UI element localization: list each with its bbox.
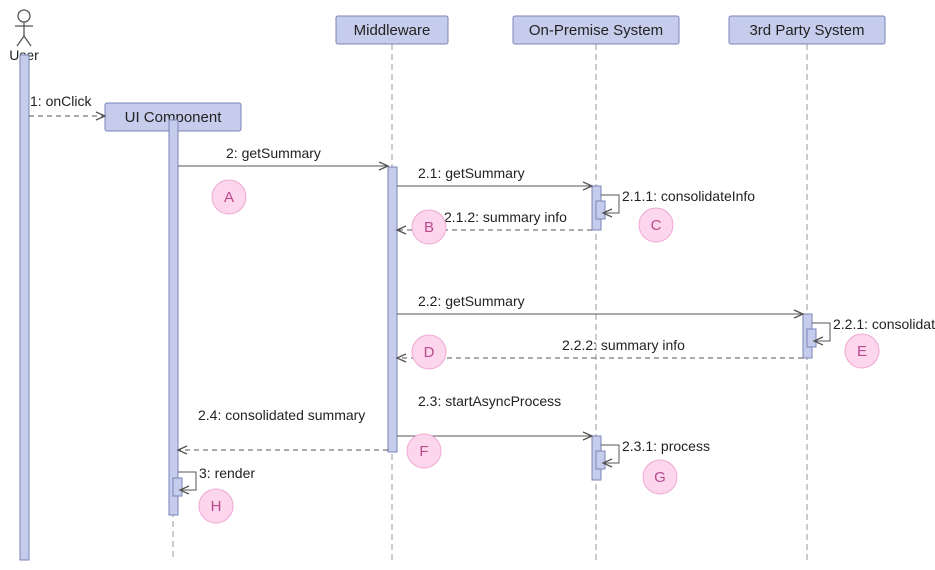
- annot-letter-G: G: [654, 469, 666, 486]
- annot-letter-F: F: [419, 443, 428, 460]
- activation-mw: [388, 167, 397, 452]
- msg-label-2: 2: getSummary: [226, 145, 321, 161]
- annot-letter-A: A: [224, 189, 234, 206]
- annot-letter-H: H: [211, 498, 222, 515]
- msg-label-2.4: 2.4: consolidated summary: [198, 407, 365, 423]
- msg-label-3: 3: render: [199, 465, 255, 481]
- lifeline-label-tp: 3rd Party System: [749, 22, 864, 39]
- msg-label-2.3.1: 2.3.1: process: [622, 438, 710, 454]
- annot-letter-D: D: [424, 344, 435, 361]
- msg-label-2.3: 2.3: startAsyncProcess: [418, 393, 561, 409]
- annot-letter-C: C: [651, 217, 662, 234]
- activation-ops: [596, 451, 605, 469]
- annot-letter-E: E: [857, 343, 867, 360]
- activation-ui: [169, 120, 178, 515]
- activation-tp: [807, 329, 816, 347]
- sequence-diagram: UserUI ComponentMiddlewareOn-Premise Sys…: [0, 0, 935, 570]
- msg-label-2.1: 2.1: getSummary: [418, 165, 525, 181]
- msg-label-2.1.2: 2.1.2: summary info: [444, 209, 567, 225]
- annot-letter-B: B: [424, 219, 434, 236]
- lifeline-label-ops: On-Premise System: [529, 22, 663, 39]
- msg-label-1: 1: onClick: [30, 93, 92, 109]
- msg-label-2.1.1: 2.1.1: consolidateInfo: [622, 188, 755, 204]
- activation-user: [20, 55, 29, 560]
- activation-ops: [596, 201, 605, 219]
- activation-ui: [173, 478, 182, 496]
- msg-label-2.2.1: 2.2.1: consolidateInfo: [833, 316, 935, 332]
- lifeline-label-mw: Middleware: [354, 22, 431, 39]
- msg-label-2.2.2: 2.2.2: summary info: [562, 337, 685, 353]
- msg-label-2.2: 2.2: getSummary: [418, 293, 525, 309]
